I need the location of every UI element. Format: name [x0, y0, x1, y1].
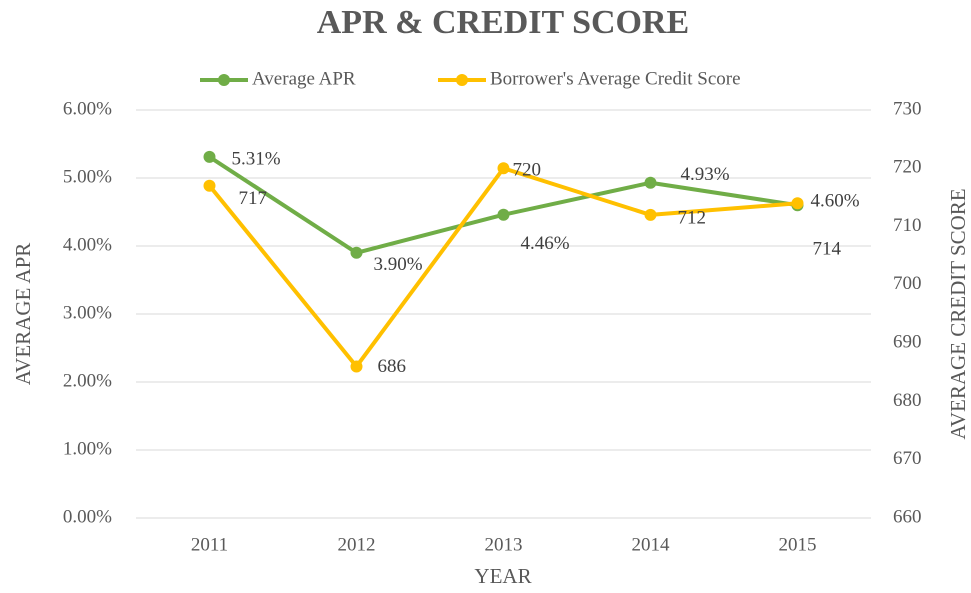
data-point	[644, 208, 657, 221]
legend-label: Borrower's Average Credit Score	[490, 68, 741, 89]
y2-tick-label: 700	[893, 273, 922, 294]
y2-tick-label: 690	[893, 332, 922, 353]
data-label: 720	[513, 160, 542, 181]
y2-tick-label: 710	[893, 215, 922, 236]
y-tick-label: 3.00%	[63, 302, 112, 323]
chart-title: APR & CREDIT SCORE	[317, 4, 689, 41]
data-label: 686	[378, 356, 407, 377]
y2-axis-title: AVERAGE CREDIT SCORE	[946, 188, 970, 439]
y-tick-label: 1.00%	[63, 438, 112, 459]
x-tick-label: 2014	[632, 534, 671, 555]
y-axis-title: AVERAGE APR	[11, 243, 35, 386]
data-label: 4.46%	[521, 233, 570, 254]
y2-tick-label: 660	[893, 506, 922, 527]
data-label: 714	[813, 239, 842, 260]
legend-marker	[218, 74, 230, 86]
series-line	[207, 166, 798, 369]
y-tick-label: 0.00%	[63, 506, 112, 527]
x-tick-label: 2012	[338, 534, 376, 555]
x-tick-label: 2013	[485, 534, 523, 555]
data-label: 717	[239, 188, 268, 209]
y2-tick-label: 730	[893, 98, 922, 119]
x-axis-title: YEAR	[474, 564, 531, 588]
legend-marker	[456, 74, 468, 86]
y2-tick-label: 670	[893, 448, 922, 469]
y-tick-label: 6.00%	[63, 98, 112, 119]
data-point	[350, 246, 363, 259]
data-label: 712	[678, 207, 707, 228]
data-label: 3.90%	[374, 254, 423, 275]
data-point	[203, 150, 216, 163]
y-tick-label: 4.00%	[63, 234, 112, 255]
data-point	[644, 176, 657, 189]
x-tick-label: 2015	[779, 534, 817, 555]
y2-tick-label: 680	[893, 390, 922, 411]
data-label: 5.31%	[232, 148, 281, 169]
y-tick-label: 5.00%	[63, 166, 112, 187]
data-point	[791, 197, 804, 210]
data-point	[350, 360, 363, 373]
data-label: 4.93%	[681, 164, 730, 185]
x-tick-label: 2011	[191, 534, 228, 555]
y2-tick-label: 720	[893, 157, 922, 178]
data-point	[203, 179, 216, 192]
legend-label: Average APR	[252, 68, 356, 89]
y-tick-label: 2.00%	[63, 370, 112, 391]
data-label: 4.60%	[811, 191, 860, 212]
data-point	[497, 208, 510, 221]
data-point	[497, 162, 510, 175]
